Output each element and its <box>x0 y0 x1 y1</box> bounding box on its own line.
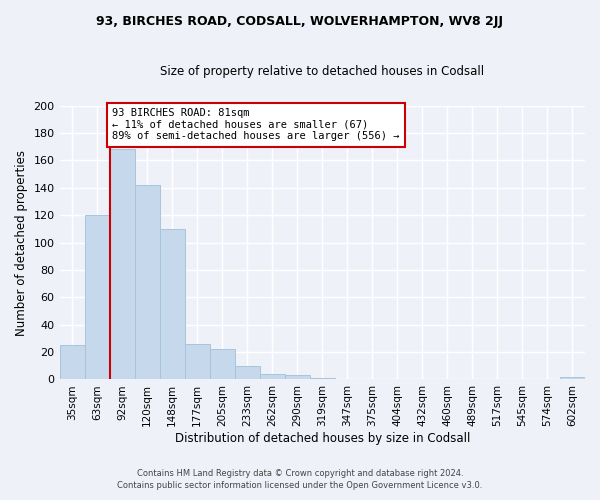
Bar <box>59 345 85 380</box>
Text: 93 BIRCHES ROAD: 81sqm
← 11% of detached houses are smaller (67)
89% of semi-det: 93 BIRCHES ROAD: 81sqm ← 11% of detached… <box>112 108 400 142</box>
Bar <box>185 344 209 380</box>
Bar <box>134 185 160 380</box>
Bar <box>310 378 335 380</box>
Bar <box>285 376 310 380</box>
Bar <box>560 376 585 380</box>
Text: 93, BIRCHES ROAD, CODSALL, WOLVERHAMPTON, WV8 2JJ: 93, BIRCHES ROAD, CODSALL, WOLVERHAMPTON… <box>97 15 503 28</box>
Title: Size of property relative to detached houses in Codsall: Size of property relative to detached ho… <box>160 65 484 78</box>
Bar <box>209 350 235 380</box>
Bar <box>235 366 260 380</box>
Bar <box>260 374 285 380</box>
Bar <box>160 229 185 380</box>
Bar <box>110 150 134 380</box>
Y-axis label: Number of detached properties: Number of detached properties <box>15 150 28 336</box>
Bar <box>85 215 110 380</box>
X-axis label: Distribution of detached houses by size in Codsall: Distribution of detached houses by size … <box>175 432 470 445</box>
Text: Contains HM Land Registry data © Crown copyright and database right 2024.
Contai: Contains HM Land Registry data © Crown c… <box>118 468 482 490</box>
